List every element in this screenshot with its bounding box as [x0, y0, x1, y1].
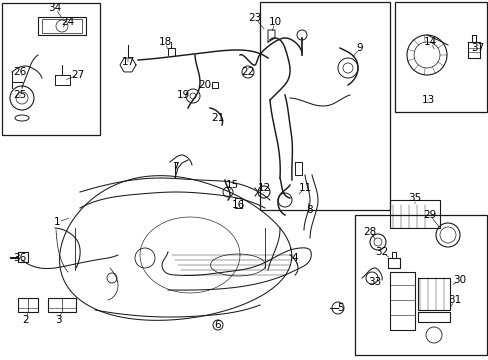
Text: 19: 19	[176, 90, 189, 100]
Text: 1: 1	[54, 217, 60, 227]
Text: 37: 37	[470, 43, 484, 53]
Bar	[354, 215, 486, 355]
Text: 11: 11	[298, 183, 311, 193]
Text: 4: 4	[291, 253, 298, 263]
Text: 22: 22	[241, 67, 254, 77]
Text: 15: 15	[225, 180, 238, 190]
Text: 16: 16	[231, 200, 244, 210]
Text: 20: 20	[198, 80, 211, 90]
Text: 10: 10	[268, 17, 281, 27]
Text: 12: 12	[257, 183, 270, 193]
Text: 17: 17	[121, 57, 134, 67]
Text: 33: 33	[367, 277, 381, 287]
Bar	[18, 298, 38, 312]
Text: 27: 27	[71, 70, 84, 80]
Text: 5: 5	[336, 303, 343, 313]
Text: 26: 26	[13, 67, 26, 77]
Text: 14: 14	[423, 37, 436, 47]
Bar	[2, 3, 100, 135]
Text: 30: 30	[452, 275, 466, 285]
Bar	[38, 17, 86, 35]
Text: 21: 21	[211, 113, 224, 123]
Bar	[48, 298, 76, 312]
Text: 6: 6	[214, 320, 221, 330]
Text: 9: 9	[356, 43, 363, 53]
Text: 8: 8	[306, 205, 313, 215]
Text: 29: 29	[423, 210, 436, 220]
Text: 18: 18	[158, 37, 171, 47]
Text: 31: 31	[447, 295, 461, 305]
Text: 34: 34	[48, 3, 61, 13]
Text: 24: 24	[61, 17, 75, 27]
Text: 7: 7	[171, 162, 178, 172]
Text: 32: 32	[375, 247, 388, 257]
Bar	[260, 2, 389, 210]
Bar	[394, 2, 486, 112]
Text: 25: 25	[13, 90, 26, 100]
Text: 13: 13	[421, 95, 434, 105]
Bar	[389, 200, 439, 228]
Bar	[42, 19, 82, 33]
Text: 35: 35	[407, 193, 421, 203]
Text: 2: 2	[22, 315, 29, 325]
Text: 36: 36	[13, 253, 26, 263]
Text: 23: 23	[248, 13, 261, 23]
Text: 3: 3	[55, 315, 61, 325]
Text: 28: 28	[363, 227, 376, 237]
